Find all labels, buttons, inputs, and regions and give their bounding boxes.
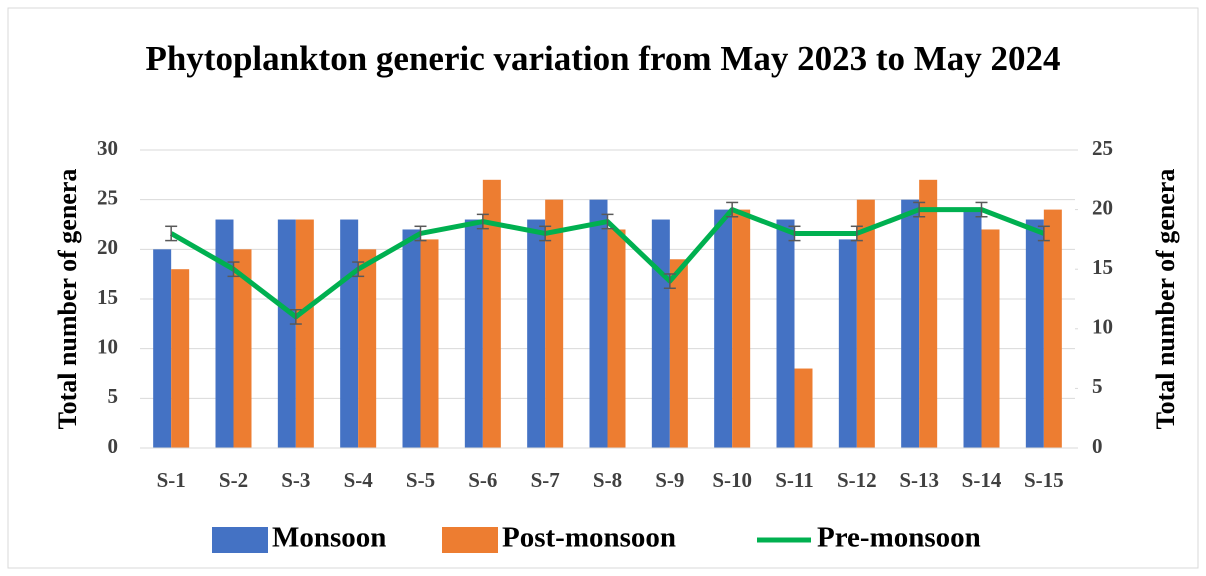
y-tick-label: 25	[97, 185, 118, 209]
bar	[981, 229, 1000, 448]
bar	[607, 229, 626, 448]
bar	[776, 219, 795, 448]
error-bar	[165, 225, 178, 242]
bar	[1025, 219, 1044, 448]
y-tick-label: 20	[97, 235, 118, 259]
bar	[545, 199, 564, 448]
chart-title: Phytoplankton generic variation from May…	[145, 39, 1061, 78]
y-tick-label: 30	[97, 136, 118, 160]
y-tick-label: 10	[97, 334, 118, 358]
y2-tick-label: 15	[1092, 255, 1113, 279]
x-tick-label: S-7	[531, 468, 560, 492]
bar	[963, 209, 982, 448]
error-bar	[663, 273, 676, 290]
error-bar	[726, 201, 739, 218]
y2-tick-label: 20	[1092, 195, 1113, 219]
bar	[464, 219, 483, 448]
y-tick-label: 0	[108, 434, 119, 458]
y-tick-label: 15	[97, 285, 118, 309]
bar	[901, 199, 920, 448]
bar	[153, 249, 172, 448]
error-bar	[227, 261, 240, 278]
x-tick-label: S-11	[775, 468, 814, 492]
error-bar	[1037, 225, 1050, 242]
bar	[589, 199, 608, 448]
error-bar	[414, 225, 427, 242]
x-tick-label: S-1	[157, 468, 186, 492]
x-tick-label: S-12	[837, 468, 877, 492]
y-tick-label: 5	[108, 384, 119, 408]
x-tick-label: S-8	[593, 468, 622, 492]
y2-tick-label: 10	[1092, 315, 1113, 339]
legend-label: Pre-monsoon	[817, 522, 981, 554]
error-bar	[850, 225, 863, 242]
bar	[420, 239, 439, 448]
legend-label: Post-monsoon	[502, 522, 676, 554]
bar	[340, 219, 359, 448]
bar	[856, 199, 875, 448]
bar	[482, 179, 501, 449]
bar	[919, 179, 938, 449]
error-bar	[539, 225, 552, 242]
error-bar	[476, 213, 489, 230]
bar	[669, 259, 688, 448]
bar	[794, 368, 813, 448]
error-bar	[788, 225, 801, 242]
x-tick-label: S-15	[1024, 468, 1064, 492]
bar	[358, 249, 377, 448]
bar	[295, 219, 314, 448]
x-tick-label: S-4	[344, 468, 374, 492]
legend-swatch	[212, 527, 268, 553]
y2-tick-label: 5	[1092, 374, 1103, 398]
bar	[527, 219, 546, 448]
bar	[732, 209, 751, 448]
bar	[402, 229, 421, 448]
x-tick-label: S-9	[655, 468, 684, 492]
legend-label: Monsoon	[272, 522, 386, 554]
x-tick-label: S-2	[219, 468, 248, 492]
x-tick-label: S-6	[468, 468, 497, 492]
y2-axis-label: Total number of genera	[1151, 169, 1180, 430]
y2-tick-label: 0	[1092, 434, 1103, 458]
bar	[714, 209, 733, 448]
bar	[651, 219, 670, 448]
x-tick-label: S-5	[406, 468, 435, 492]
x-tick-label: S-10	[712, 468, 752, 492]
bar	[838, 239, 857, 448]
legend-swatch	[442, 527, 498, 553]
error-bar	[601, 213, 614, 230]
x-tick-label: S-13	[899, 468, 939, 492]
x-tick-label: S-3	[281, 468, 310, 492]
y2-tick-label: 25	[1092, 136, 1113, 160]
error-bar	[975, 201, 988, 218]
bar	[215, 219, 234, 448]
x-tick-label: S-14	[962, 468, 1002, 492]
bar	[233, 249, 252, 448]
error-bar	[352, 261, 365, 278]
bar	[277, 219, 296, 448]
y-axis-label: Total number of genera	[53, 169, 82, 430]
error-bar	[289, 308, 302, 325]
bar	[1043, 209, 1062, 448]
error-bar	[913, 201, 926, 218]
bar	[171, 269, 190, 448]
